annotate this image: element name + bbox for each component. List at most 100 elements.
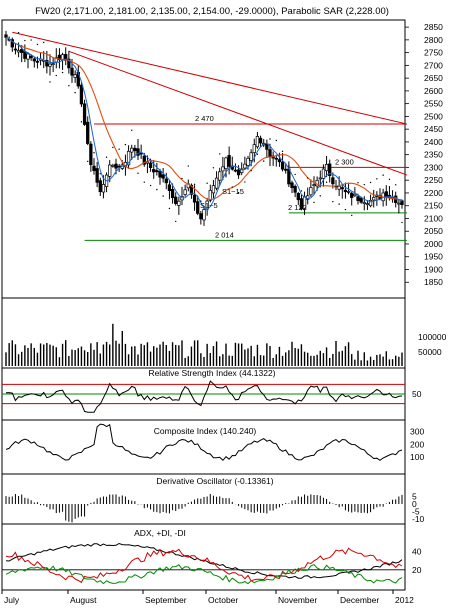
rsi-line — [5, 380, 403, 413]
price-body — [312, 184, 316, 186]
price-body — [346, 191, 351, 193]
price-body — [224, 157, 228, 169]
sar-dot — [112, 146, 114, 149]
price-body — [397, 202, 401, 205]
sar-dot — [263, 160, 265, 162]
price-body — [290, 182, 294, 188]
price-body — [309, 187, 313, 196]
price-body — [29, 55, 33, 59]
sar-dot — [43, 41, 45, 44]
price-body — [243, 163, 247, 169]
price-body — [92, 165, 96, 171]
sar-dot — [225, 175, 227, 177]
month-label: December — [340, 595, 379, 605]
level-annotations: 2 470 2 300 2 122 2 014 S1~15 S1~5 — [195, 114, 354, 239]
price-tick-label: 2150 — [424, 201, 443, 211]
sar-dot — [162, 195, 164, 197]
sar-dot — [388, 178, 391, 181]
moving-average-slow — [5, 36, 403, 201]
price-body — [255, 136, 260, 148]
price-body — [51, 63, 55, 65]
level-line — [68, 50, 408, 176]
rsi-tick-label: 50 — [412, 389, 422, 399]
price-axis: 1850 1900 1950 2000 2050 2100 2150 2200 2250 2300… — [405, 22, 443, 287]
sar-dot — [351, 214, 353, 217]
adx-panel: ADX, +DI, -DI 40 20 — [2, 528, 422, 585]
level-annotation: 2 122 — [288, 203, 307, 212]
price-tick-label: 2600 — [424, 86, 443, 96]
level-annotation: 2 300 — [335, 157, 354, 166]
composite-index-panel: Composite Index (140.240) 300 200 100 — [5, 423, 424, 462]
adx-tick-label: 40 — [412, 547, 422, 557]
price-body — [82, 103, 87, 125]
month-label: 2012 — [395, 595, 414, 605]
sar-dot — [338, 203, 340, 205]
level-lines — [12, 31, 408, 241]
price-body — [164, 178, 168, 184]
price-body — [340, 187, 344, 190]
price-body — [177, 200, 181, 206]
price-body — [45, 59, 49, 67]
price-tick-label: 2200 — [424, 188, 443, 198]
sar-dot — [281, 150, 284, 153]
plus-di-line — [5, 564, 403, 585]
price-body — [114, 163, 118, 169]
price-tick-label: 2300 — [424, 162, 443, 172]
price-tick-label: 2650 — [424, 73, 443, 83]
oscillator-tick-label: 0 — [412, 499, 417, 509]
chart-header: FW20 (2,171.00, 2,181.00, 2,135.00, 2,15… — [35, 6, 389, 17]
price-body — [227, 155, 231, 167]
sar-dot — [93, 152, 95, 154]
sar-dot — [87, 160, 89, 163]
sar-dot — [231, 186, 233, 188]
price-tick-label: 2350 — [424, 150, 443, 160]
price-body — [337, 185, 341, 190]
sar-dot — [24, 39, 26, 42]
sar-dot — [395, 184, 397, 186]
sar-dot — [294, 173, 296, 176]
price-tick-label: 2000 — [424, 239, 443, 249]
oscillator-tick-label: 5 — [412, 492, 417, 502]
moving-average-fast — [5, 36, 403, 210]
price-body — [26, 53, 30, 60]
sar-dot — [300, 190, 303, 192]
rsi-label: Relative Strength Index (44.1322) — [148, 368, 275, 378]
price-body — [249, 152, 253, 161]
sar-dot — [275, 139, 277, 142]
minus-di-line — [5, 547, 403, 584]
sar-dot — [80, 121, 83, 123]
price-body — [148, 162, 153, 169]
price-body — [293, 185, 297, 193]
price-body — [318, 177, 322, 180]
price-body — [365, 203, 370, 205]
composite-index-tick-label: 300 — [410, 426, 424, 436]
composite-index-line — [5, 423, 403, 462]
adx-tick-label: 20 — [412, 565, 422, 575]
composite-index-tick-label: 200 — [410, 439, 424, 449]
sar-dot — [363, 183, 365, 186]
sar-dot — [131, 129, 133, 131]
adx-line — [5, 542, 403, 579]
price-body — [353, 193, 357, 197]
price-body — [280, 161, 285, 170]
sar-dot — [168, 207, 171, 210]
price-tick-label: 1850 — [424, 277, 443, 287]
sar-dot — [99, 173, 101, 175]
price-body — [79, 84, 84, 105]
price-body — [400, 200, 404, 206]
price-body — [133, 147, 137, 152]
month-label: September — [145, 595, 187, 605]
price-body — [350, 192, 354, 198]
price-body — [218, 171, 222, 181]
price-body — [130, 147, 134, 153]
price-body — [86, 121, 90, 144]
sar-dot — [156, 188, 158, 191]
price-tick-label: 2850 — [424, 22, 443, 32]
sar-dot — [124, 143, 127, 146]
price-tick-label: 2550 — [424, 99, 443, 109]
price-body — [20, 48, 24, 53]
sar-dot — [313, 201, 315, 204]
price-body — [331, 177, 335, 185]
price-body — [211, 185, 216, 194]
price-body — [117, 165, 121, 168]
